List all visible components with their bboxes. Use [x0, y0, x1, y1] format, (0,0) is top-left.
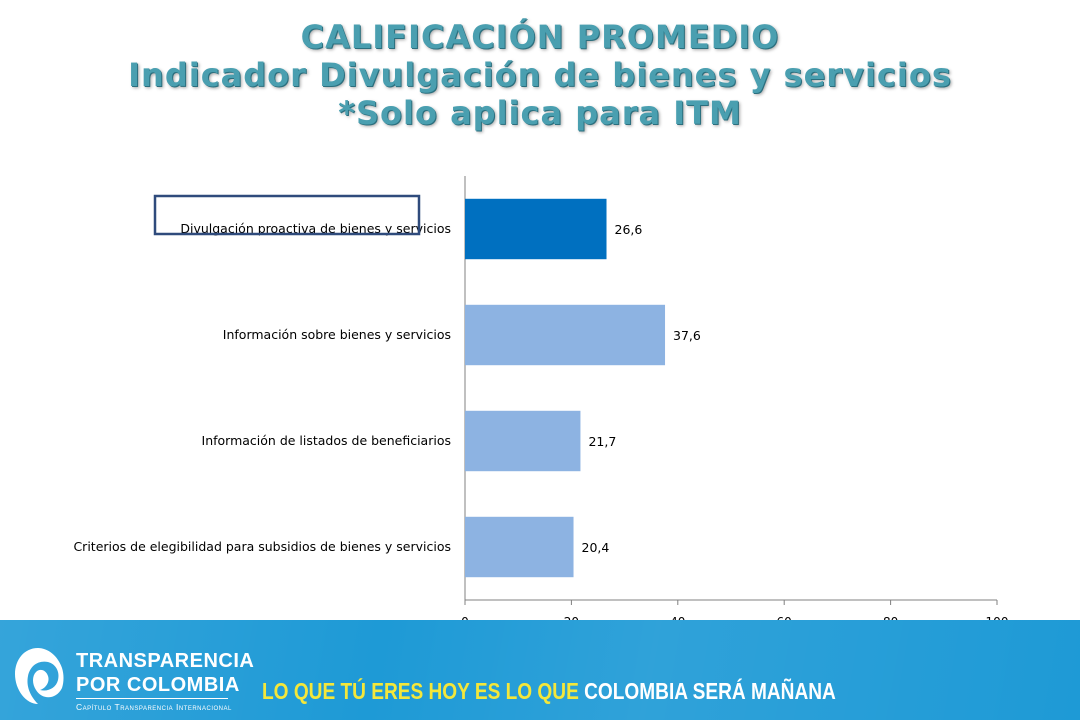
title-line-2: Indicador Divulgación de bienes y servic…: [128, 56, 952, 94]
transparencia-logo: TRANSPARENCIA POR COLOMBIA Capítulo Tran…: [12, 642, 255, 714]
transparencia-person-icon: [15, 648, 64, 704]
value-label-4: 20,4: [582, 540, 610, 555]
category-label-4: Criterios de elegibilidad para subsidios…: [73, 539, 451, 554]
highlight-box: [153, 194, 421, 236]
bar-1: [465, 198, 607, 260]
value-label-2: 37,6: [673, 328, 701, 343]
bar-chart: 020406080100Divulgación proactiva de bie…: [73, 176, 1008, 629]
slogan-white-part: COLOMBIA SERÁ MAÑANA: [584, 678, 836, 704]
bar-3: [465, 410, 581, 472]
slogan-yellow-part: LO QUE TÚ ERES HOY ES LO QUE: [262, 678, 579, 704]
slogan: LO QUE TÚ ERES HOY ES LO QUE COLOMBIA SE…: [262, 678, 836, 705]
value-label-1: 26,6: [615, 222, 643, 237]
brand-name-line-2: POR COLOMBIA: [76, 674, 240, 696]
title-line-1: CALIFICACIÓN PROMEDIO: [300, 18, 780, 56]
category-label-2: Información sobre bienes y servicios: [223, 327, 451, 342]
brand-name-line-1: TRANSPARENCIA: [76, 650, 255, 672]
title-line-3: *Solo aplica para ITM: [338, 94, 742, 132]
bar-2: [465, 304, 666, 366]
footer-banner: TRANSPARENCIA POR COLOMBIA Capítulo Tran…: [0, 620, 1080, 720]
category-label-1: Divulgación proactiva de bienes y servic…: [180, 221, 451, 236]
value-label-3: 21,7: [588, 434, 616, 449]
brand-subtitle: Capítulo Transparencia Internacional: [76, 702, 232, 712]
footer-stripe: [0, 620, 1080, 720]
brand-divider: [76, 698, 228, 699]
bar-4: [465, 516, 574, 578]
slide-title: CALIFICACIÓN PROMEDIO Indicador Divulgac…: [0, 18, 1080, 132]
category-label-3: Información de listados de beneficiarios: [202, 433, 451, 448]
